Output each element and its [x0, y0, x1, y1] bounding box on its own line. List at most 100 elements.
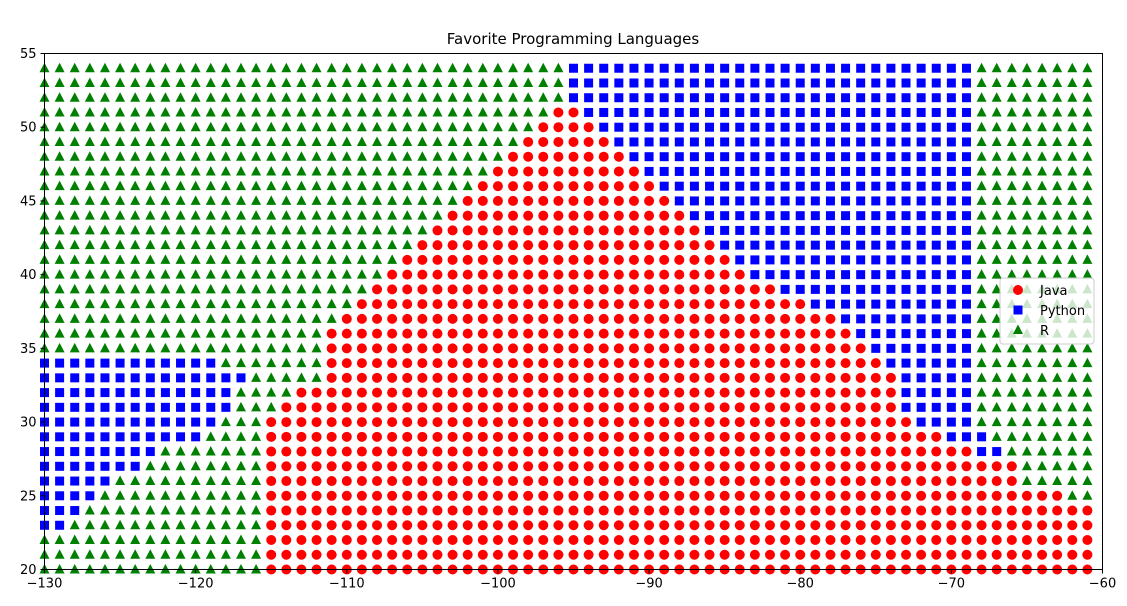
point-r — [372, 136, 383, 146]
point-r — [220, 342, 231, 353]
point-java — [1067, 535, 1078, 546]
point-java — [523, 299, 534, 310]
point-java — [492, 195, 503, 206]
point-java — [356, 343, 367, 354]
point-python — [795, 107, 805, 117]
point-r — [115, 342, 126, 353]
point-java — [311, 505, 322, 516]
point-r — [1037, 92, 1048, 102]
point-r — [160, 269, 171, 279]
point-java — [462, 461, 473, 472]
point-java — [417, 490, 428, 501]
point-r — [175, 151, 186, 161]
point-r — [145, 210, 156, 220]
point-r — [235, 357, 246, 368]
point-r — [281, 313, 292, 323]
point-r — [235, 534, 246, 545]
point-r — [251, 342, 262, 353]
point-java — [749, 328, 760, 339]
point-python — [886, 329, 896, 339]
point-python — [765, 181, 775, 191]
point-python — [115, 461, 125, 471]
point-java — [432, 358, 443, 369]
point-java — [764, 313, 775, 324]
point-python — [871, 137, 881, 147]
point-python — [961, 196, 971, 206]
point-r — [160, 62, 171, 73]
point-r — [311, 372, 322, 382]
point-python — [659, 137, 669, 147]
point-java — [387, 431, 398, 442]
point-r — [462, 62, 473, 73]
point-java — [553, 549, 564, 560]
point-java — [326, 490, 337, 501]
point-python — [629, 122, 639, 132]
point-java — [628, 225, 639, 236]
y-tick-label: 50 — [20, 121, 37, 136]
point-java — [583, 269, 594, 280]
point-r — [145, 283, 156, 294]
point-python — [569, 78, 578, 88]
point-java — [477, 358, 488, 369]
point-python — [841, 225, 851, 235]
point-python — [720, 122, 730, 132]
point-java — [372, 535, 383, 546]
point-r — [281, 195, 292, 205]
point-java — [840, 549, 851, 560]
point-java — [961, 446, 972, 457]
point-python — [886, 107, 896, 117]
point-java — [825, 520, 836, 531]
point-r — [991, 195, 1002, 205]
point-python — [946, 284, 956, 294]
point-java — [780, 549, 791, 560]
point-java — [341, 520, 352, 531]
point-python — [886, 166, 896, 176]
point-python — [191, 432, 201, 442]
point-r — [341, 254, 352, 264]
point-r — [251, 416, 262, 427]
point-r — [205, 505, 216, 515]
point-r — [296, 313, 307, 323]
point-r — [84, 136, 95, 146]
point-java — [1067, 505, 1078, 516]
point-r — [477, 165, 488, 176]
point-java — [1021, 520, 1032, 531]
point-java — [870, 372, 881, 383]
point-java — [991, 535, 1002, 546]
point-r — [402, 62, 413, 73]
point-r — [251, 283, 262, 294]
point-java — [659, 417, 670, 428]
point-java — [855, 505, 866, 516]
point-java — [598, 254, 609, 265]
point-java — [508, 490, 519, 501]
point-java — [749, 313, 760, 324]
point-java — [583, 328, 594, 339]
point-r — [281, 165, 292, 176]
point-java — [387, 476, 398, 487]
point-java — [402, 387, 413, 398]
point-python — [916, 314, 926, 324]
point-python — [916, 373, 926, 383]
point-java — [538, 402, 549, 413]
point-java — [719, 299, 730, 310]
point-java — [613, 387, 624, 398]
point-r — [1006, 357, 1017, 368]
point-r — [251, 195, 262, 205]
point-python — [599, 63, 609, 73]
point-java — [417, 358, 428, 369]
point-java — [674, 505, 685, 516]
x-tick-label: −60 — [1089, 577, 1116, 592]
point-r — [1052, 357, 1063, 368]
point-java — [477, 520, 488, 531]
point-r — [99, 62, 110, 73]
point-python — [825, 240, 835, 250]
point-r — [1021, 401, 1032, 412]
point-r — [251, 372, 262, 382]
point-java — [553, 461, 564, 472]
point-python — [130, 417, 140, 427]
point-java — [644, 549, 655, 560]
point-java — [946, 505, 957, 516]
point-r — [145, 165, 156, 176]
point-r — [447, 195, 458, 205]
point-r — [341, 239, 352, 250]
